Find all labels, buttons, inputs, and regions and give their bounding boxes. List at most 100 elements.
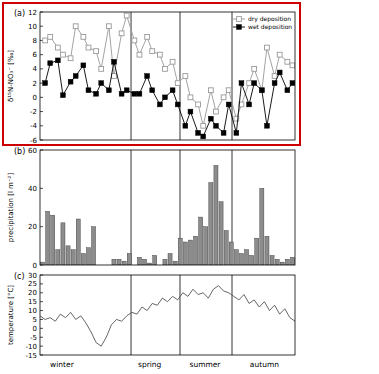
bar bbox=[275, 259, 279, 265]
point bbox=[119, 31, 124, 36]
point bbox=[226, 102, 231, 107]
point bbox=[170, 88, 175, 93]
point bbox=[259, 88, 264, 93]
legend-label: dry deposition bbox=[248, 15, 291, 23]
season-boundary bbox=[179, 275, 180, 355]
bar bbox=[214, 165, 218, 265]
point bbox=[119, 91, 124, 96]
y-tick-label: 6 bbox=[33, 51, 38, 59]
y-tick bbox=[40, 68, 43, 69]
season-boundary bbox=[131, 275, 132, 355]
y-tick-label: 0 bbox=[33, 262, 37, 270]
point bbox=[201, 134, 206, 139]
bar bbox=[81, 254, 85, 266]
y-tick-label: -2 bbox=[30, 108, 37, 116]
season-label: autumn bbox=[250, 360, 279, 369]
bar bbox=[127, 254, 131, 266]
series-line bbox=[40, 286, 295, 346]
y-tick-label: -10 bbox=[26, 343, 37, 351]
point bbox=[221, 95, 226, 100]
panel-label: (b) bbox=[14, 147, 25, 156]
bar bbox=[61, 223, 65, 265]
y-tick bbox=[40, 346, 43, 347]
point bbox=[94, 91, 99, 96]
point bbox=[163, 95, 168, 100]
point bbox=[81, 34, 86, 39]
legend-marker bbox=[237, 25, 242, 30]
panel: -15-10-5051015202530temperature [°C](c)w… bbox=[7, 272, 295, 370]
y-tick-label: 40 bbox=[28, 185, 37, 193]
season-boundary bbox=[179, 12, 180, 140]
y-tick bbox=[40, 310, 43, 311]
y-tick-label: 30 bbox=[28, 272, 37, 280]
y-tick bbox=[40, 54, 43, 55]
point bbox=[132, 91, 137, 96]
bar bbox=[199, 217, 203, 265]
y-tick-label: 60 bbox=[28, 147, 37, 155]
y-tick-label: -5 bbox=[30, 334, 37, 342]
season-label: winter bbox=[50, 360, 75, 369]
bar bbox=[163, 259, 167, 265]
y-tick bbox=[40, 125, 43, 126]
bar bbox=[219, 202, 223, 265]
point bbox=[150, 49, 155, 54]
point bbox=[183, 123, 188, 128]
plot-area bbox=[40, 286, 295, 346]
bar bbox=[153, 255, 157, 265]
y-tick bbox=[40, 328, 43, 329]
point bbox=[163, 66, 168, 71]
y-axis-label: temperature [°C] bbox=[7, 285, 15, 345]
point bbox=[43, 38, 48, 43]
series-line bbox=[45, 60, 292, 136]
bar bbox=[239, 254, 243, 266]
bar bbox=[143, 259, 147, 265]
bar bbox=[46, 211, 50, 265]
bar bbox=[41, 262, 45, 265]
bar bbox=[255, 238, 259, 265]
bar bbox=[224, 231, 228, 266]
point bbox=[252, 81, 257, 86]
point bbox=[48, 34, 53, 39]
y-tick-label: -15 bbox=[26, 352, 37, 360]
y-tick bbox=[40, 188, 43, 189]
bar bbox=[285, 259, 289, 265]
y-axis-label: precipitation [l m⁻²] bbox=[7, 173, 15, 243]
plot-frame bbox=[40, 150, 295, 265]
point bbox=[285, 59, 290, 64]
bar bbox=[290, 257, 294, 265]
point bbox=[247, 81, 252, 86]
bar bbox=[280, 262, 284, 265]
point bbox=[94, 49, 99, 54]
bar bbox=[194, 236, 198, 265]
bar bbox=[270, 255, 274, 265]
point bbox=[252, 66, 257, 71]
point bbox=[201, 123, 206, 128]
point bbox=[43, 81, 48, 86]
y-tick-label: 12 bbox=[28, 9, 37, 17]
season-label: summer bbox=[189, 360, 221, 369]
point bbox=[112, 74, 117, 79]
point bbox=[61, 93, 66, 98]
y-tick bbox=[40, 226, 43, 227]
season-boundary bbox=[232, 12, 233, 140]
point bbox=[272, 74, 277, 79]
point bbox=[239, 81, 244, 86]
point bbox=[226, 88, 231, 93]
bar bbox=[234, 250, 238, 265]
panel-label: (c) bbox=[14, 272, 25, 281]
point bbox=[170, 59, 175, 64]
bar bbox=[92, 227, 96, 265]
point bbox=[99, 81, 104, 86]
bar bbox=[204, 227, 208, 265]
point bbox=[196, 130, 201, 135]
point bbox=[259, 88, 264, 93]
y-tick-label: 20 bbox=[28, 289, 37, 297]
y-tick bbox=[40, 283, 43, 284]
point bbox=[208, 88, 213, 93]
legend-marker bbox=[237, 17, 242, 22]
point bbox=[183, 74, 188, 79]
y-tick-label: -6 bbox=[30, 137, 38, 145]
plot-frame bbox=[40, 275, 295, 355]
point bbox=[106, 24, 111, 29]
bar bbox=[173, 261, 177, 265]
